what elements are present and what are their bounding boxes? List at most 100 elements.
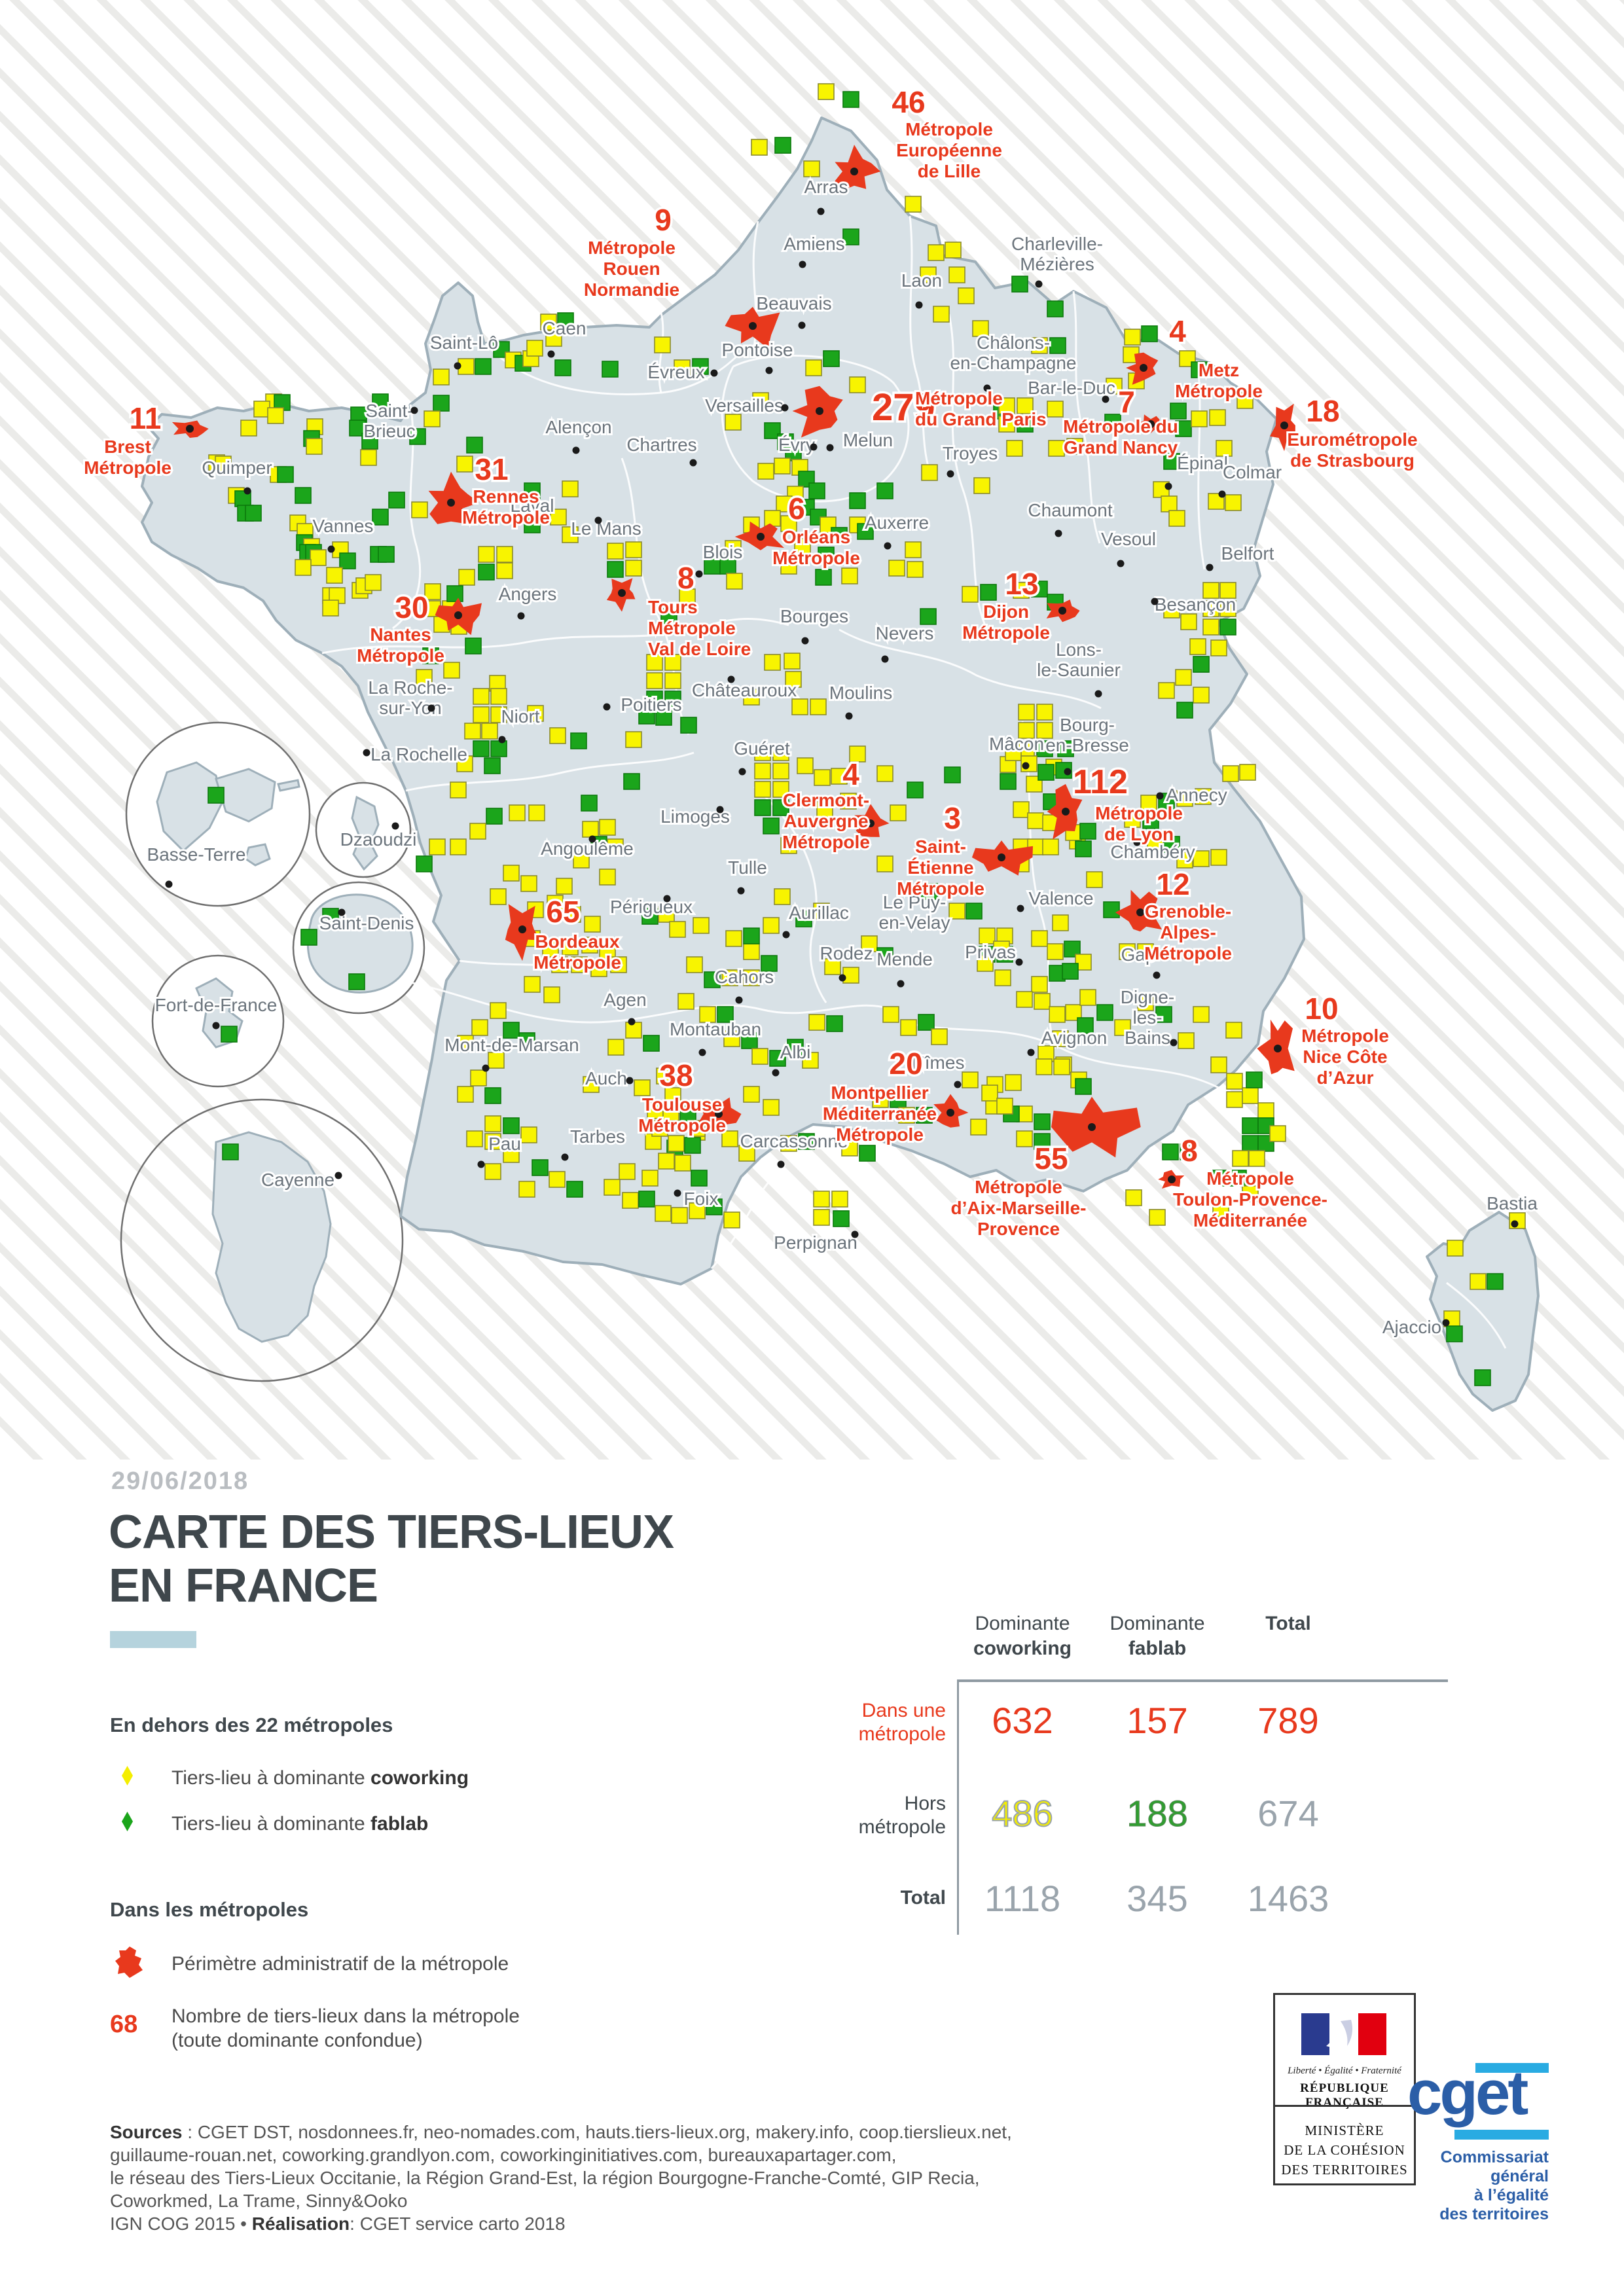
legend-item-coworking-bold: coworking [370,1767,469,1789]
tiers-lieu-coworking-square [972,320,989,337]
city-label: Laval [511,495,554,516]
tiers-lieu-fablab-square [1057,740,1074,757]
tiers-lieu-fablab-square [1047,300,1064,317]
tiers-lieu-fablab-square [446,585,463,602]
tiers-lieu-coworking-square [562,480,579,497]
city-label: Nîmes [912,1052,965,1073]
tiers-lieu-coworking-square [751,1048,768,1065]
tiers-lieu-coworking-square [958,287,975,304]
tiers-lieu-coworking-square [664,654,681,671]
prefecture-dot [1153,971,1161,979]
col-header-coworking: Dominante coworking [973,1613,1072,1659]
tiers-lieu-fablab-square [798,471,815,488]
tiers-lieu-fablab-square [646,691,663,708]
prefecture-dot [798,321,806,329]
city-label: Arras [804,177,848,197]
city-label: Châlons-en-Champagne [950,332,1076,373]
tiers-lieu-coworking-square [496,562,513,579]
city-label: Vesoul [1101,529,1156,549]
tiers-lieu-coworking-square [1149,1209,1166,1226]
city-label: Perpignan [774,1232,857,1253]
tiers-lieu-coworking-square [443,662,460,679]
city-label: Foix [684,1189,719,1209]
tiers-lieu-coworking-square [671,1207,688,1224]
tiers-lieu-coworking-square [689,1202,706,1219]
legend-outside-title: En dehors des 22 métropoles [110,1713,393,1736]
tiers-lieu-coworking-square [998,397,1015,414]
tiers-lieu-coworking-square [1079,989,1096,1006]
metropole-name-lyon: Métropole de Lyon [1095,803,1183,844]
col-header-fablab: Dominante fablab [1110,1613,1205,1659]
tiers-lieu-coworking-square [726,573,743,590]
tiers-lieu-fablab-square [1162,1143,1179,1160]
tiers-lieu-coworking-square [757,463,774,480]
tiers-lieu-coworking-square [725,540,742,557]
tiers-lieu-coworking-square [450,781,467,798]
tiers-lieu-coworking-square [1219,582,1236,599]
tiers-lieu-fablab-square [484,1087,501,1104]
metropole-name-rouen: Métropole Rouen Normandie [584,238,679,300]
city-label: Agen [604,990,646,1010]
metropole-area-lille [835,145,881,191]
city-label: Cayenne [261,1170,334,1190]
city-label: Dzaoudzi [340,829,417,850]
tiers-lieu-fablab-square [503,1022,520,1039]
tiers-lieux-squares [208,83,1526,1386]
tiers-lieu-fablab-square [623,773,640,790]
tiers-lieu-coworking-square [1052,914,1069,931]
prefecture-dot [517,612,525,620]
city-label: Privas [965,942,1016,962]
tiers-lieu-coworking-square [1193,687,1210,704]
city-label: Nevers [876,623,934,643]
tiers-lieu-fablab-square [1170,403,1187,420]
tiers-lieu-fablab-square [769,1050,786,1067]
tiers-lieu-fablab-square [890,1091,907,1108]
prefecture-dot [735,996,743,1004]
metropole-count-nice: 10 [1305,992,1338,1026]
prefecture-dot [695,570,703,578]
tiers-lieu-coworking-square [1018,722,1035,739]
ministere-logo: Liberté • Égalité • Fraternité RÉPUBLIQU… [1273,1993,1416,2185]
tiers-lieu-coworking-square [723,1211,740,1229]
tiers-lieu-fablab-square [466,437,483,454]
tiers-lieu-fablab-square [473,740,490,757]
tiers-lieu-coworking-square [849,376,866,393]
tiers-lieu-coworking-square [725,414,742,431]
tiers-lieu-fablab-square [1158,793,1175,810]
tiers-lieu-coworking-square [774,888,791,905]
tiers-lieu-fablab-square [378,546,395,563]
tiers-lieu-fablab-square [581,795,598,812]
tiers-lieu-fablab-square [484,757,501,774]
prefecture-dot [851,1230,859,1238]
prefecture-dot [244,487,251,495]
city-label: Annecy [1166,785,1227,805]
city-label: Carcassonne [740,1131,848,1151]
tiers-lieu-coworking-square [948,266,965,283]
metropole-name-rennes: Rennes Métropole [462,486,550,528]
tiers-lieu-coworking-square [831,768,848,785]
tiers-lieu-coworking-square [1193,1006,1210,1023]
tiers-lieu-fablab-square [1246,1071,1263,1088]
tiers-lieu-fablab-square [1193,656,1210,673]
tiers-lieu-coworking-square [674,1155,691,1172]
tiers-lieu-coworking-square [496,546,513,563]
tiers-lieu-coworking-square [625,731,642,748]
city-label: Périgueux [610,897,693,917]
tiers-lieu-coworking-square [1125,1189,1142,1206]
prefecture-dot [327,545,335,553]
tiers-lieu-coworking-square [549,727,566,744]
tiers-lieu-coworking-square [295,559,312,576]
tiers-lieu-coworking-square [542,941,559,958]
tiers-lieu-fablab-square [684,1137,701,1154]
tiers-lieu-coworking-square [780,837,797,854]
tiers-lieu-fablab-square [433,395,450,412]
tiers-lieu-coworking-square [1189,638,1206,655]
tiers-lieu-coworking-square [471,1019,488,1036]
legend-perimeter-label: Périmètre administratif de la métropole [171,1953,509,1975]
tiers-lieu-coworking-square [813,1209,830,1226]
tiers-lieu-coworking-square [1114,1019,1131,1036]
tiers-lieu-fablab-square [1036,740,1053,757]
tiers-lieu-coworking-square [1027,812,1044,829]
tiers-lieu-coworking-square [490,688,507,705]
city-label: Tulle [728,857,767,878]
